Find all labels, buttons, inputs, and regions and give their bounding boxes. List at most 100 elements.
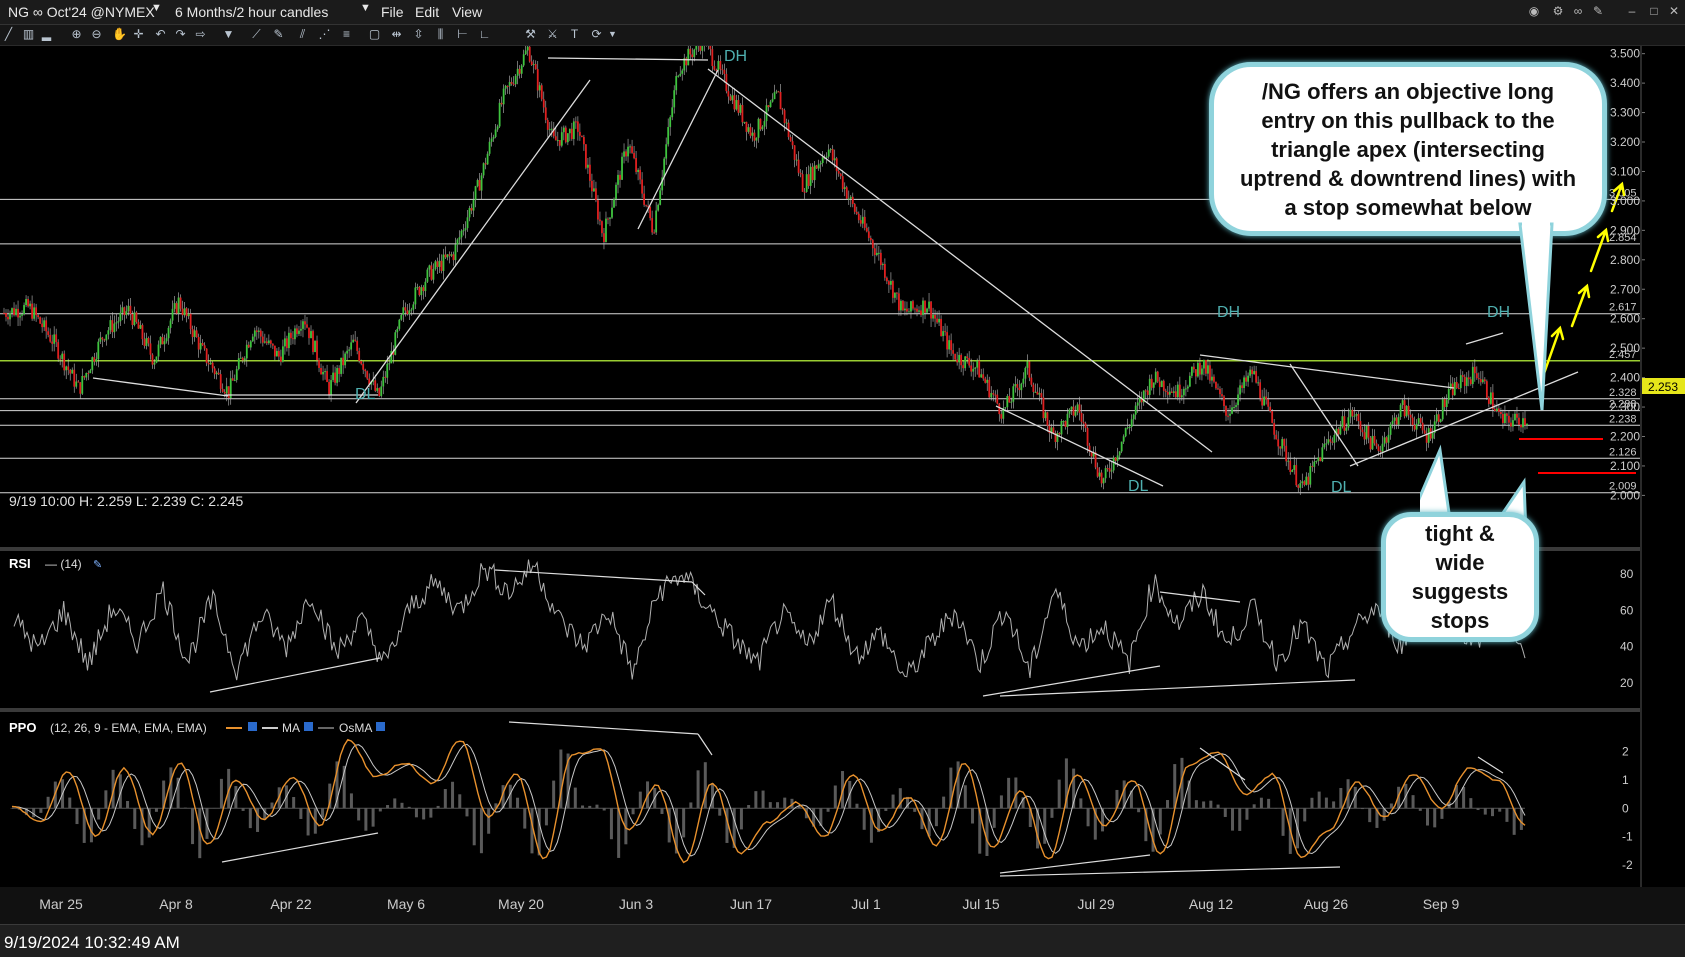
axis-icon[interactable]: ⊢ [457, 27, 468, 41]
osma-bar [1382, 808, 1386, 821]
rsi-settings-icon[interactable]: ✎ [93, 559, 102, 571]
candle-body [251, 336, 254, 342]
candle-body [129, 305, 132, 315]
v-compress-icon[interactable]: ⇳ [413, 27, 424, 41]
panel-divider[interactable] [0, 708, 1641, 712]
time-axis-bg [0, 887, 1685, 924]
panel-divider[interactable] [0, 547, 1641, 551]
tools-icon[interactable]: ⚔ [547, 27, 558, 41]
pivot-label-dl: DL [355, 386, 376, 403]
text-icon[interactable]: T [570, 27, 579, 41]
zoom-in-icon[interactable]: ⊕ [71, 27, 82, 41]
menu-edit[interactable]: Edit [415, 4, 440, 20]
candle-body [990, 393, 993, 398]
candle-body [282, 346, 284, 362]
zoom-out-icon[interactable]: ⊖ [91, 27, 102, 41]
candle-body [1271, 411, 1274, 423]
candle-body [1110, 470, 1113, 472]
h-compress-icon[interactable]: ⇹ [391, 27, 402, 41]
timeframe-dropdown-icon[interactable]: ▼ [360, 2, 371, 14]
candle-body [63, 353, 66, 371]
candle-body [1066, 413, 1069, 427]
candle-body [105, 334, 108, 341]
candle-body [851, 196, 854, 205]
refresh-icon[interactable]: ⟳ [591, 27, 602, 41]
rsi-panel[interactable]: RSI — (14) ✎ 20 40 60 80 [9, 556, 1634, 697]
wrench-icon[interactable]: ⚒ [525, 27, 536, 41]
box-icon[interactable]: ▢ [368, 27, 381, 41]
histogram-icon[interactable]: ▂ [41, 27, 52, 41]
candle-body [326, 371, 328, 382]
osma-bar [147, 808, 151, 838]
redo-icon[interactable]: ↷ [175, 27, 186, 41]
ppo-signal-line [11, 743, 1526, 857]
candle-body [253, 330, 256, 337]
candle-body [695, 46, 698, 50]
undo-icon[interactable]: ↶ [155, 27, 166, 41]
bar-chart-icon[interactable]: ▥ [22, 27, 35, 41]
osma-bar [1166, 800, 1170, 809]
minimize-icon[interactable]: – [1628, 4, 1636, 18]
symbol-dropdown-icon[interactable]: ▼ [151, 2, 162, 14]
osma-checkbox[interactable] [376, 722, 385, 731]
osma-bar [913, 808, 917, 812]
line-tool-icon[interactable]: ╱ [4, 27, 13, 41]
crosshair-icon[interactable]: ✛ [133, 27, 144, 41]
trendline-icon[interactable]: ⟋ [252, 27, 261, 41]
timeframe-selector[interactable]: 6 Months/2 hour candles [175, 4, 329, 20]
price-panel[interactable]: 3.0052.8542.6172.4572.3282.2882.2382.126… [0, 46, 1685, 509]
osma-bar [1339, 787, 1343, 809]
candle-body [1016, 384, 1019, 388]
candle-body [340, 357, 343, 374]
ma-checkbox[interactable] [304, 722, 313, 731]
candle-body [209, 362, 212, 365]
gear-icon[interactable]: ⚙ [1552, 4, 1564, 18]
hand-icon[interactable]: ✋ [112, 27, 127, 41]
candle-body [255, 330, 258, 332]
maximize-icon[interactable]: □ [1650, 4, 1658, 18]
candle-body [1516, 413, 1518, 418]
candle-body [1293, 465, 1296, 470]
price-tick-label: 3.000 [1610, 194, 1640, 208]
close-icon[interactable]: ✕ [1668, 4, 1680, 18]
candle-body [336, 368, 338, 383]
brush-icon[interactable]: ✎ [273, 27, 284, 41]
candle-body [914, 308, 916, 310]
scale-icon[interactable]: ∟ [478, 27, 491, 41]
candle-body [1279, 446, 1282, 449]
camera-icon[interactable]: ◉ [1528, 4, 1540, 18]
candle-body [651, 218, 654, 233]
candle-body [1291, 469, 1294, 472]
candle-body [5, 312, 7, 317]
candle-body [175, 303, 178, 314]
candle-body [960, 354, 963, 366]
candle-body [1195, 369, 1197, 377]
fib-icon[interactable]: ≡ [342, 27, 350, 41]
link-icon[interactable]: ∞ [1573, 4, 1583, 18]
candle-body [1120, 441, 1123, 452]
ppo-panel[interactable]: PPO (12, 26, 9 - EMA, EMA, EMA) MA OsMA … [9, 720, 1633, 877]
candle-body [1211, 376, 1213, 381]
level-label: 2.288 [1609, 399, 1637, 411]
ppo-checkbox[interactable] [248, 722, 257, 731]
osma-bar [1259, 797, 1263, 809]
candle-body [920, 310, 922, 316]
filter-icon[interactable]: ▼ [222, 27, 235, 41]
menu-view[interactable]: View [452, 4, 483, 20]
symbol-selector[interactable]: NG ∞ Oct'24 @NYMEX [8, 4, 155, 20]
candle-body [352, 339, 355, 343]
osma-bar [1028, 808, 1032, 828]
menu-file[interactable]: File [381, 4, 404, 20]
fan-icon[interactable]: ⋰ [318, 27, 331, 41]
osma-bar [1202, 801, 1206, 809]
channel-icon[interactable]: ⫽ [299, 27, 306, 41]
split-icon[interactable]: ⫼ [437, 27, 444, 41]
more-dropdown-icon[interactable]: ▼ [608, 29, 617, 39]
arrow-right-icon[interactable]: ⇨ [195, 27, 206, 41]
osma-bar [833, 785, 837, 809]
osma-bar [768, 802, 772, 809]
candle-body [1184, 388, 1187, 390]
pin-icon[interactable]: ✎ [1592, 4, 1604, 18]
candle-body [422, 287, 425, 292]
candle-body [269, 340, 272, 344]
